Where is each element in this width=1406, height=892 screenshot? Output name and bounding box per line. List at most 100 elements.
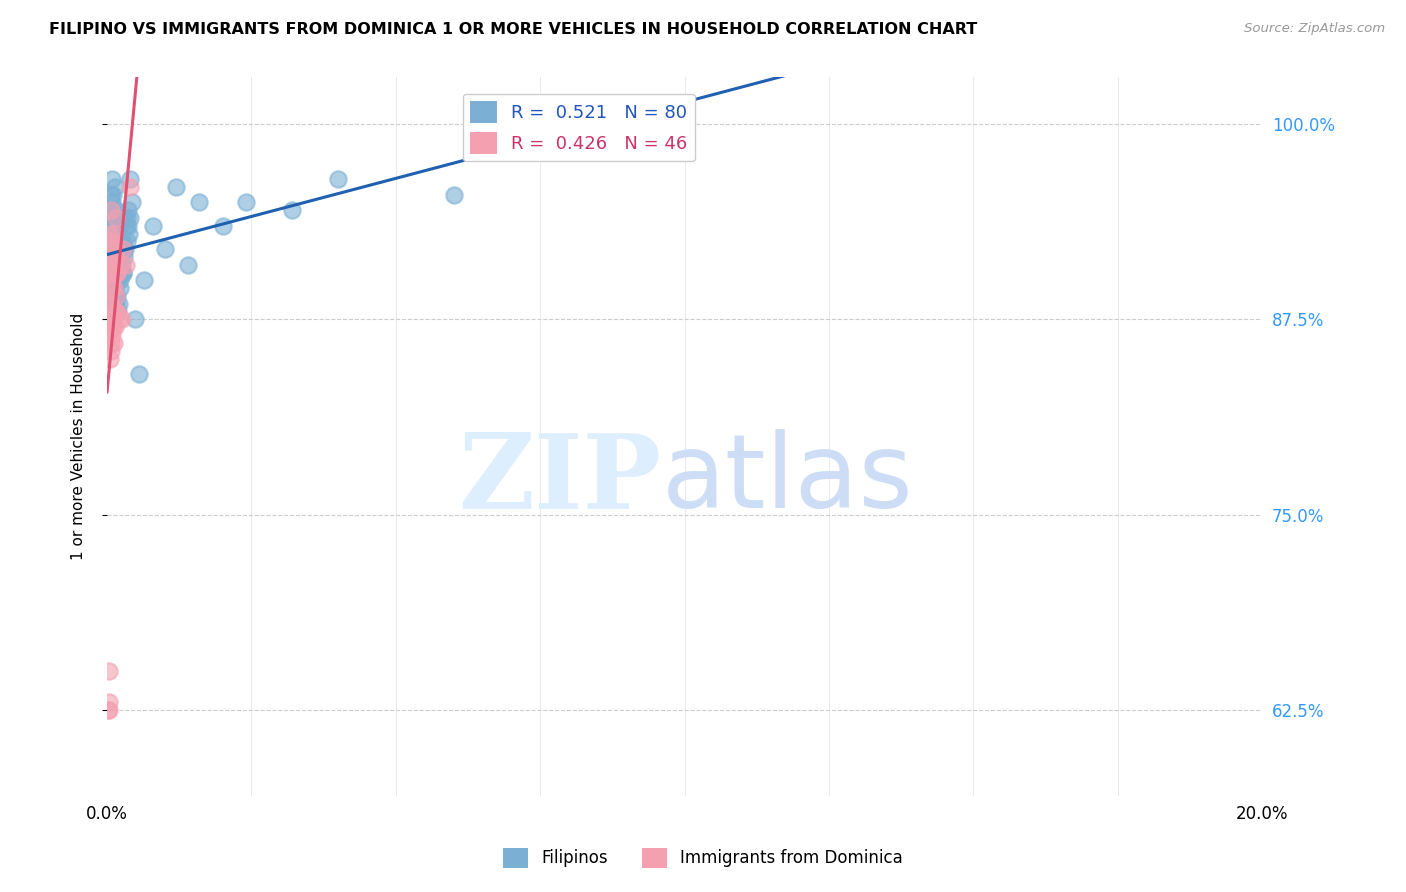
Point bbox=[326, 172, 349, 186]
Point bbox=[100, 343, 122, 358]
Point bbox=[142, 219, 165, 233]
Point bbox=[105, 289, 128, 303]
Point bbox=[100, 172, 122, 186]
Point bbox=[103, 258, 125, 272]
Point bbox=[104, 250, 127, 264]
Point bbox=[105, 219, 128, 233]
Point bbox=[110, 227, 132, 241]
Point bbox=[101, 297, 124, 311]
Point bbox=[97, 664, 120, 678]
Point bbox=[114, 219, 136, 233]
Point bbox=[103, 242, 125, 256]
Point bbox=[101, 266, 124, 280]
Text: atlas: atlas bbox=[661, 429, 914, 530]
Point bbox=[100, 235, 122, 249]
Point bbox=[97, 703, 120, 717]
Point bbox=[103, 227, 125, 241]
Point bbox=[111, 312, 134, 326]
Point bbox=[112, 235, 135, 249]
Text: Source: ZipAtlas.com: Source: ZipAtlas.com bbox=[1244, 22, 1385, 36]
Point bbox=[115, 235, 138, 249]
Point bbox=[118, 227, 141, 241]
Point bbox=[100, 219, 122, 233]
Point bbox=[105, 266, 128, 280]
Point bbox=[112, 242, 135, 256]
Point bbox=[120, 172, 142, 186]
Point bbox=[98, 235, 121, 249]
Point bbox=[103, 227, 125, 241]
Point bbox=[443, 187, 465, 202]
Point bbox=[98, 266, 121, 280]
Y-axis label: 1 or more Vehicles in Household: 1 or more Vehicles in Household bbox=[72, 313, 86, 560]
Point bbox=[100, 297, 122, 311]
Point bbox=[103, 250, 125, 264]
Point bbox=[111, 211, 134, 225]
Point bbox=[101, 219, 124, 233]
Point bbox=[105, 242, 128, 256]
Point bbox=[103, 304, 125, 318]
Point bbox=[121, 195, 143, 210]
Point bbox=[534, 117, 557, 131]
Point bbox=[120, 211, 142, 225]
Point bbox=[98, 297, 121, 311]
Point bbox=[107, 312, 129, 326]
Point bbox=[124, 312, 146, 326]
Point bbox=[103, 304, 125, 318]
Point bbox=[100, 258, 122, 272]
Point bbox=[107, 297, 129, 311]
Point bbox=[110, 273, 132, 287]
Point bbox=[107, 250, 129, 264]
Point bbox=[104, 289, 127, 303]
Point bbox=[98, 227, 121, 241]
Point bbox=[100, 312, 122, 326]
Point bbox=[107, 219, 129, 233]
Point bbox=[281, 203, 304, 218]
Point bbox=[100, 250, 122, 264]
Point bbox=[104, 258, 127, 272]
Point bbox=[101, 235, 124, 249]
Point bbox=[120, 179, 142, 194]
Point bbox=[103, 335, 125, 350]
Point bbox=[110, 266, 132, 280]
Point bbox=[104, 320, 127, 334]
Point bbox=[112, 211, 135, 225]
Point bbox=[105, 297, 128, 311]
Point bbox=[103, 281, 125, 295]
Point bbox=[108, 258, 131, 272]
Point bbox=[188, 195, 211, 210]
Point bbox=[111, 266, 134, 280]
Point bbox=[153, 242, 176, 256]
Point bbox=[97, 695, 120, 709]
Point bbox=[107, 304, 129, 318]
Point bbox=[104, 304, 127, 318]
Point bbox=[177, 258, 200, 272]
Point bbox=[100, 281, 122, 295]
Point bbox=[100, 203, 122, 218]
Point bbox=[104, 297, 127, 311]
Point bbox=[107, 304, 129, 318]
Point bbox=[100, 320, 122, 334]
Point bbox=[101, 328, 124, 343]
Point bbox=[128, 367, 150, 381]
Point bbox=[101, 258, 124, 272]
Point bbox=[235, 195, 257, 210]
Point bbox=[104, 266, 127, 280]
Point bbox=[103, 281, 125, 295]
Point bbox=[114, 258, 136, 272]
Point bbox=[100, 187, 122, 202]
Point bbox=[98, 266, 121, 280]
Point bbox=[104, 203, 127, 218]
Point bbox=[117, 219, 139, 233]
Point bbox=[107, 273, 129, 287]
Point bbox=[101, 195, 124, 210]
Point bbox=[108, 281, 131, 295]
Point bbox=[111, 258, 134, 272]
Text: ZIP: ZIP bbox=[458, 429, 661, 531]
Point bbox=[98, 351, 121, 366]
Point bbox=[101, 320, 124, 334]
Legend: Filipinos, Immigrants from Dominica: Filipinos, Immigrants from Dominica bbox=[496, 841, 910, 875]
Point bbox=[100, 203, 122, 218]
Point bbox=[98, 281, 121, 295]
Point bbox=[100, 258, 122, 272]
Point bbox=[105, 289, 128, 303]
